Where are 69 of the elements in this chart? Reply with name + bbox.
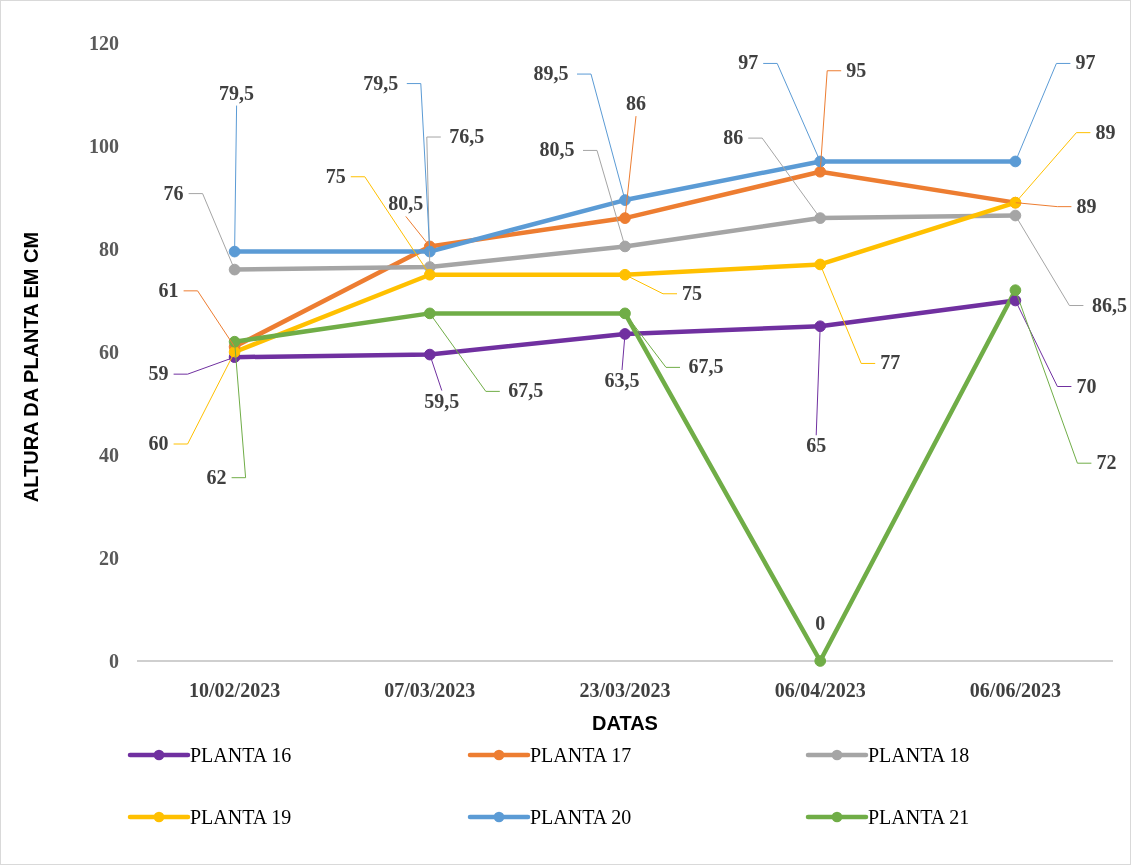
data-label: 89 [1076,194,1097,217]
point [814,320,827,333]
point [814,212,827,224]
point [619,212,631,224]
y-tick-label: 100 [89,135,119,157]
legend-label: PLANTA 20 [530,806,632,828]
y-tick-label: 40 [99,444,119,466]
data-label: 67,5 [508,379,544,402]
data-label: 89 [1095,120,1116,143]
x-tick-label: 06/04/2023 [774,679,866,701]
data-label: 86 [723,126,744,149]
point [619,268,631,281]
data-label: 89,5 [533,62,569,85]
data-label: 75 [325,164,346,187]
legend-label: PLANTA 16 [190,744,292,766]
point [228,263,241,276]
legend-label: PLANTA 19 [190,806,292,828]
y-tick-label: 20 [99,547,119,569]
data-label: 59 [148,362,169,385]
data-label: 63,5 [604,368,640,391]
data-label: 75 [682,281,702,304]
point [423,348,436,361]
point [1009,155,1022,168]
y-tick-label: 60 [99,341,119,363]
data-label: 79,5 [363,71,399,94]
x-tick-label: 23/03/2023 [579,679,671,701]
data-label: 77 [880,351,901,374]
data-label: 76 [163,181,184,204]
point [814,165,827,178]
point [1009,209,1022,222]
x-tick-label: 06/06/2023 [969,679,1061,701]
point [814,655,827,667]
point [814,258,827,271]
data-label: 97 [1075,51,1096,74]
y-axis-title: ALTURA DA PLANTA EM CM [20,231,42,503]
data-label: 62 [206,465,227,488]
data-label: 72 [1096,451,1117,474]
x-tick-label: 10/02/2023 [189,679,281,701]
legend-label: PLANTA 21 [868,806,970,828]
data-label: 95 [846,58,867,81]
data-label: 0 [815,612,826,634]
data-label: 67,5 [688,355,724,378]
data-label: 65 [806,434,827,457]
x-axis-title: DATAS [592,712,658,734]
point [619,240,631,253]
point [1009,284,1022,297]
legend-label: PLANTA 17 [530,744,632,766]
data-label: 86 [626,92,646,115]
data-label: 79,5 [219,81,255,104]
data-label: 59,5 [424,389,460,412]
point [619,307,631,320]
point [423,245,436,258]
x-tick-label: 07/03/2023 [384,679,476,701]
point [619,328,631,340]
data-label: 86,5 [1091,293,1127,316]
data-label: 70 [1076,374,1097,397]
data-label: 76,5 [449,125,485,148]
y-tick-label: 120 [89,32,119,54]
legend-label: PLANTA 18 [868,744,970,766]
data-label: 97 [738,51,759,74]
point [423,268,436,281]
data-label: 60 [148,432,169,454]
data-label: 80,5 [539,138,575,161]
data-label: 80,5 [388,192,424,215]
point [228,245,241,258]
y-tick-label: 0 [109,650,119,672]
data-label: 61 [158,278,179,301]
y-tick-label: 80 [99,238,119,260]
point [423,307,436,320]
